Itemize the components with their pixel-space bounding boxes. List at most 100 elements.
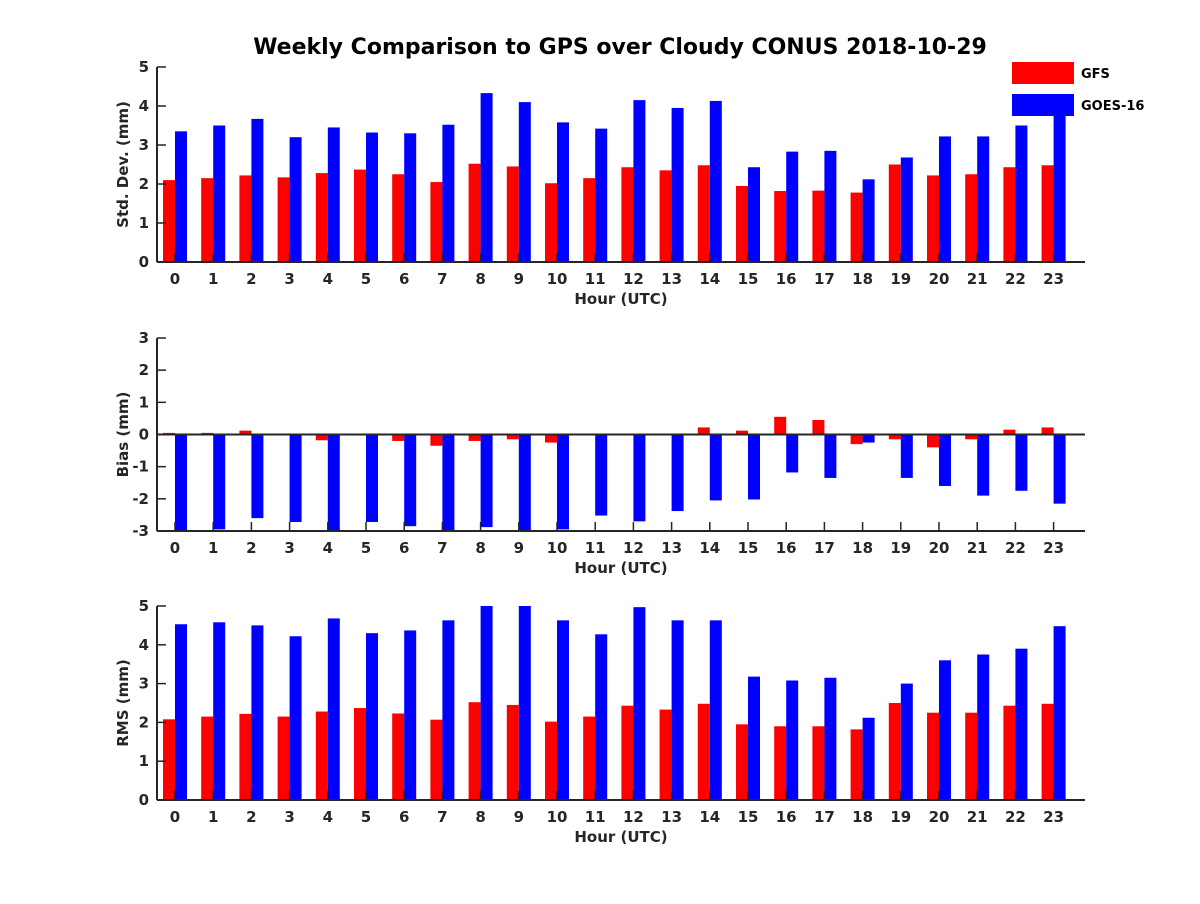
x-tick-label: 11 bbox=[585, 270, 606, 288]
bar-gfs-hour-17 bbox=[812, 191, 824, 262]
bar-goes-16-hour-22 bbox=[1015, 435, 1027, 491]
legend-swatch-gfs bbox=[1012, 62, 1074, 84]
bar-gfs-hour-2 bbox=[239, 714, 251, 800]
bar-gfs-hour-1 bbox=[201, 178, 213, 262]
chart-title: Weekly Comparison to GPS over Cloudy CON… bbox=[253, 35, 987, 60]
x-axis-label: Hour (UTC) bbox=[574, 828, 667, 846]
y-tick-label: 4 bbox=[139, 97, 149, 115]
x-tick-label: 1 bbox=[208, 539, 218, 557]
bar-goes-16-hour-17 bbox=[824, 151, 836, 262]
x-tick-label: 17 bbox=[814, 808, 835, 826]
bar-gfs-hour-9 bbox=[507, 166, 519, 262]
x-tick-label: 3 bbox=[284, 808, 294, 826]
x-tick-label: 10 bbox=[547, 539, 568, 557]
bar-goes-16-hour-1 bbox=[213, 126, 225, 263]
bar-gfs-hour-0 bbox=[163, 180, 175, 262]
bar-goes-16-hour-0 bbox=[175, 131, 187, 262]
x-tick-label: 16 bbox=[776, 270, 797, 288]
bar-goes-16-hour-4 bbox=[328, 435, 340, 531]
bar-goes-16-hour-16 bbox=[786, 152, 798, 262]
bar-goes-16-hour-8 bbox=[481, 93, 493, 262]
bar-goes-16-hour-6 bbox=[404, 435, 416, 527]
legend-label-goes-16: GOES-16 bbox=[1081, 99, 1144, 114]
x-tick-label: 8 bbox=[475, 808, 485, 826]
x-tick-label: 13 bbox=[661, 539, 682, 557]
bar-goes-16-hour-21 bbox=[977, 655, 989, 801]
bar-gfs-hour-9 bbox=[507, 705, 519, 800]
bar-goes-16-hour-20 bbox=[939, 435, 951, 486]
x-tick-label: 1 bbox=[208, 808, 218, 826]
x-tick-label: 8 bbox=[475, 270, 485, 288]
bar-goes-16-hour-6 bbox=[404, 630, 416, 800]
bar-gfs-hour-13 bbox=[660, 710, 672, 800]
bar-goes-16-hour-19 bbox=[901, 157, 913, 262]
bar-gfs-hour-22 bbox=[1003, 706, 1015, 800]
bar-goes-16-hour-18 bbox=[863, 179, 875, 262]
y-tick-label: 3 bbox=[139, 136, 149, 154]
x-tick-label: 5 bbox=[361, 270, 371, 288]
x-tick-label: 10 bbox=[547, 270, 568, 288]
x-tick-label: 16 bbox=[776, 539, 797, 557]
bar-goes-16-hour-3 bbox=[290, 137, 302, 262]
bar-goes-16-hour-13 bbox=[672, 620, 684, 800]
x-tick-label: 20 bbox=[929, 270, 950, 288]
y-tick-label: 4 bbox=[139, 636, 149, 654]
y-tick-label: 1 bbox=[139, 393, 149, 411]
bar-goes-16-hour-2 bbox=[251, 435, 263, 519]
y-tick-label: 2 bbox=[139, 361, 149, 379]
bar-goes-16-hour-20 bbox=[939, 660, 951, 800]
bar-gfs-hour-16 bbox=[774, 726, 786, 800]
bar-gfs-hour-21 bbox=[965, 713, 977, 800]
bar-goes-16-hour-0 bbox=[175, 435, 187, 531]
bar-gfs-hour-20 bbox=[927, 435, 939, 448]
bar-goes-16-hour-21 bbox=[977, 435, 989, 496]
x-tick-label: 17 bbox=[814, 270, 835, 288]
bar-gfs-hour-15 bbox=[736, 186, 748, 262]
bar-goes-16-hour-2 bbox=[251, 119, 263, 262]
bar-goes-16-hour-13 bbox=[672, 108, 684, 262]
bar-goes-16-hour-23 bbox=[1054, 435, 1066, 504]
x-tick-label: 5 bbox=[361, 539, 371, 557]
y-tick-label: 0 bbox=[139, 426, 149, 444]
x-tick-label: 7 bbox=[437, 539, 447, 557]
x-tick-label: 3 bbox=[284, 270, 294, 288]
x-tick-label: 5 bbox=[361, 808, 371, 826]
bar-gfs-hour-4 bbox=[316, 173, 328, 262]
y-tick-label: 3 bbox=[139, 329, 149, 347]
x-tick-label: 18 bbox=[852, 808, 873, 826]
x-axis-label: Hour (UTC) bbox=[574, 290, 667, 308]
bar-goes-16-hour-7 bbox=[442, 125, 454, 262]
bar-goes-16-hour-10 bbox=[557, 620, 569, 800]
bar-gfs-hour-5 bbox=[354, 170, 366, 262]
bar-goes-16-hour-16 bbox=[786, 680, 798, 800]
y-tick-label: 1 bbox=[139, 752, 149, 770]
bar-goes-16-hour-22 bbox=[1015, 649, 1027, 800]
y-tick-label: -1 bbox=[132, 458, 149, 476]
bar-goes-16-hour-8 bbox=[481, 606, 493, 800]
bar-gfs-hour-7 bbox=[430, 720, 442, 800]
x-tick-label: 23 bbox=[1043, 270, 1064, 288]
y-tick-label: 5 bbox=[139, 58, 149, 76]
x-tick-label: 7 bbox=[437, 808, 447, 826]
bar-gfs-hour-1 bbox=[201, 717, 213, 800]
bar-gfs-hour-10 bbox=[545, 722, 557, 800]
x-tick-label: 13 bbox=[661, 808, 682, 826]
x-tick-label: 22 bbox=[1005, 539, 1026, 557]
y-axis-label: RMS (mm) bbox=[114, 659, 132, 746]
x-tick-label: 19 bbox=[890, 539, 911, 557]
x-tick-label: 13 bbox=[661, 270, 682, 288]
x-tick-label: 14 bbox=[699, 808, 720, 826]
x-tick-label: 19 bbox=[890, 808, 911, 826]
x-tick-label: 6 bbox=[399, 270, 409, 288]
x-tick-label: 0 bbox=[170, 539, 180, 557]
x-tick-label: 4 bbox=[323, 808, 333, 826]
y-tick-label: 0 bbox=[139, 253, 149, 271]
bar-goes-16-hour-0 bbox=[175, 624, 187, 800]
bar-goes-16-hour-12 bbox=[633, 100, 645, 262]
bar-gfs-hour-6 bbox=[392, 174, 404, 262]
bar-goes-16-hour-2 bbox=[251, 625, 263, 800]
